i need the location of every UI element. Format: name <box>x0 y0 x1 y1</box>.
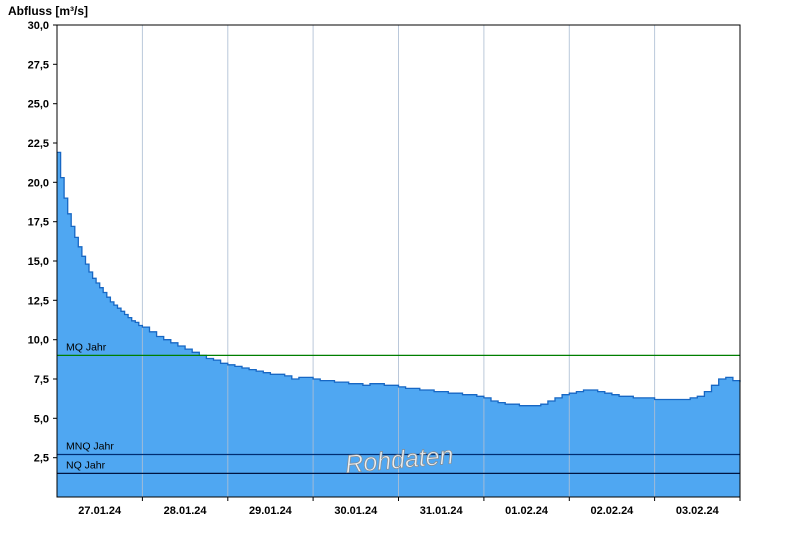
x-tick-label: 30.01.24 <box>334 505 378 517</box>
mnq-jahr-label: MNQ Jahr <box>66 441 114 453</box>
x-tick-label: 31.01.24 <box>420 505 464 517</box>
y-tick-label: 27,5 <box>28 59 49 71</box>
y-tick-label: 22,5 <box>28 138 49 150</box>
y-tick-label: 30,0 <box>28 20 49 32</box>
mq-jahr-label: MQ Jahr <box>66 341 107 353</box>
y-tick-label: 12,5 <box>28 295 49 307</box>
y-tick-label: 7,5 <box>34 374 49 386</box>
x-tick-label: 29.01.24 <box>249 505 293 517</box>
y-tick-label: 10,0 <box>28 335 49 347</box>
x-tick-label: 01.02.24 <box>505 505 549 517</box>
y-tick-label: 17,5 <box>28 217 49 229</box>
y-tick-label: 25,0 <box>28 99 49 111</box>
y-tick-label: 15,0 <box>28 256 49 268</box>
y-tick-label: 5,0 <box>34 413 49 425</box>
y-tick-label: 20,0 <box>28 177 49 189</box>
x-tick-label: 27.01.24 <box>78 505 122 517</box>
chart-title: Abfluss [m³/s] <box>8 4 89 18</box>
y-tick-label: 2,5 <box>34 453 49 465</box>
nq-jahr-label: NQ Jahr <box>66 459 106 471</box>
x-tick-label: 02.02.24 <box>590 505 634 517</box>
discharge-line <box>57 151 741 407</box>
x-tick-label: 03.02.24 <box>676 505 720 517</box>
x-tick-label: 28.01.24 <box>164 505 208 517</box>
